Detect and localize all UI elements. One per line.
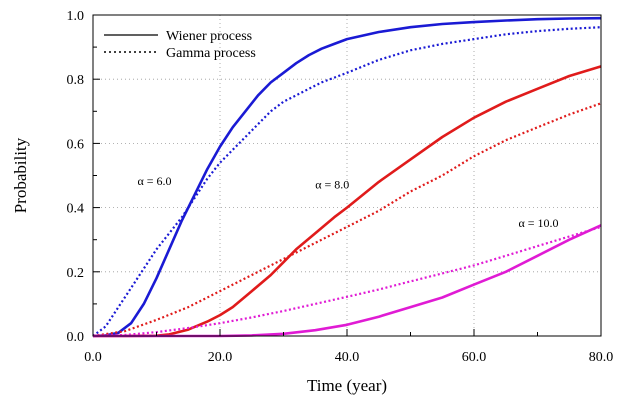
grid bbox=[93, 15, 601, 336]
legend-label-gamma: Gamma process bbox=[166, 46, 256, 61]
alpha-annotation: α = 10.0 bbox=[518, 216, 558, 230]
y-tick-label: 0.8 bbox=[67, 73, 85, 88]
alpha-annotation: α = 8.0 bbox=[315, 177, 349, 191]
y-axis-label: Probability bbox=[11, 137, 30, 213]
y-tick-label: 0.6 bbox=[67, 137, 85, 152]
series-gamma-alpha-6 bbox=[92, 26, 602, 337]
x-tick-label: 60.0 bbox=[462, 350, 487, 365]
series-wiener-alpha-8 bbox=[93, 65, 602, 338]
y-tick-label: 0.2 bbox=[67, 266, 85, 281]
y-tick-label: 1.0 bbox=[67, 9, 85, 24]
x-tick-label: 0.0 bbox=[84, 350, 102, 365]
alpha-annotation: α = 6.0 bbox=[137, 174, 171, 188]
x-tick-label: 80.0 bbox=[589, 350, 614, 365]
legend: Wiener process Gamma process bbox=[104, 29, 256, 61]
x-tick-label: 20.0 bbox=[208, 350, 233, 365]
x-axis-label: Time (year) bbox=[307, 376, 387, 395]
series-wiener-alpha-6 bbox=[92, 16, 602, 338]
y-tick-label: 0.0 bbox=[67, 330, 85, 345]
x-tick-label: 40.0 bbox=[335, 350, 360, 365]
axis-ticks: 0.0 20.0 40.0 60.0 80.0 0.0 0.2 0.4 0.6 0.8 1.0 bbox=[67, 9, 614, 365]
annotations: α = 6.0 α = 8.0 α = 10.0 bbox=[137, 174, 558, 230]
series-gamma-alpha-10 bbox=[92, 225, 602, 338]
legend-label-wiener: Wiener process bbox=[166, 29, 252, 44]
y-tick-label: 0.4 bbox=[67, 202, 85, 217]
